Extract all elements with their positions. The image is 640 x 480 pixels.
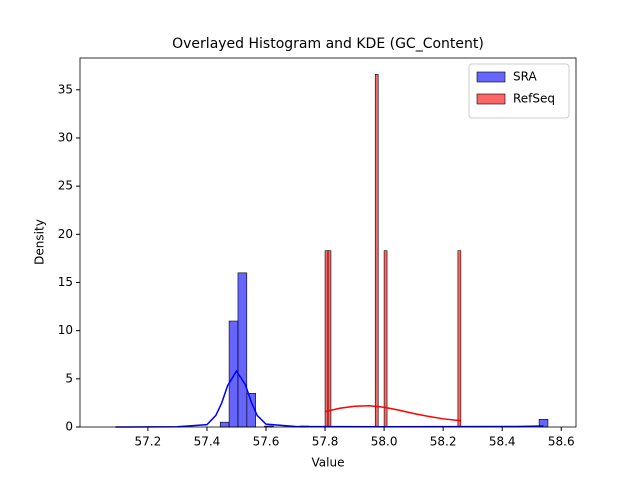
histogram-bar <box>219 421 230 428</box>
histogram-bar <box>374 74 379 428</box>
x-tick-label: 58.4 <box>489 435 516 449</box>
histogram-bar <box>228 320 239 428</box>
legend-label: RefSeq <box>513 92 555 106</box>
legend-label: SRA <box>513 70 537 84</box>
x-tick-label: 57.4 <box>194 435 221 449</box>
y-tick-label: 25 <box>58 179 73 193</box>
histogram-bar <box>324 250 329 428</box>
plot-frame <box>79 57 577 428</box>
x-tick-label: 58.0 <box>371 435 398 449</box>
histogram-bar <box>383 250 388 428</box>
x-tick-label: 57.6 <box>253 435 280 449</box>
y-tick-label: 0 <box>65 420 73 434</box>
histogram-bar <box>237 272 248 428</box>
y-tick-label: 20 <box>58 227 73 241</box>
y-axis-label: Density <box>33 219 47 265</box>
legend-swatch <box>476 71 506 83</box>
y-tick-label: 5 <box>65 371 73 385</box>
legend-swatch <box>476 93 506 105</box>
x-tick-label: 58.2 <box>430 435 457 449</box>
y-tick-label: 15 <box>58 275 73 289</box>
histogram-bar <box>457 250 462 428</box>
kde-line <box>324 405 461 422</box>
x-tick-label: 57.2 <box>135 435 162 449</box>
y-tick-label: 10 <box>58 323 73 337</box>
y-tick-label: 35 <box>58 82 73 96</box>
x-axis-label: Value <box>312 456 345 470</box>
histogram-bar <box>327 250 332 428</box>
y-tick-label: 30 <box>58 130 73 144</box>
chart-title: Overlayed Histogram and KDE (GC_Content) <box>172 36 484 52</box>
x-tick-label: 58.6 <box>548 435 575 449</box>
x-tick-label: 57.8 <box>312 435 339 449</box>
